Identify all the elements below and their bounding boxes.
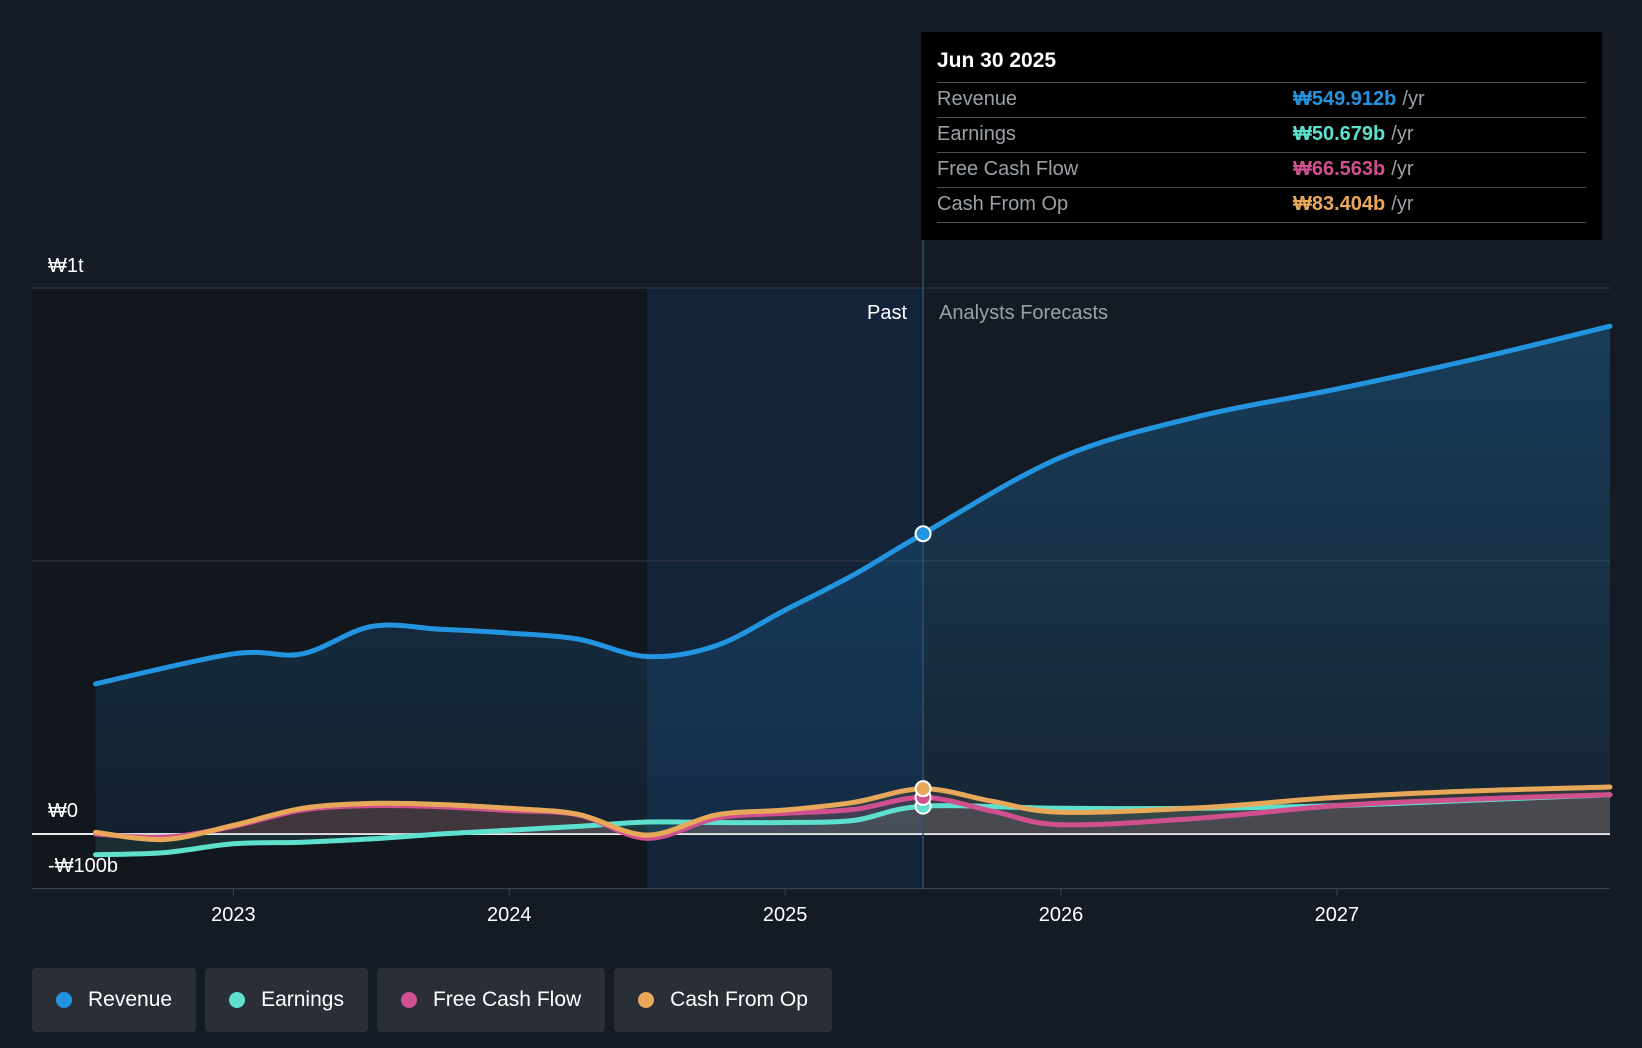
tooltip-row-label: Revenue [937,88,1018,110]
legend: Revenue Earnings Free Cash Flow Cash From O… [32,968,832,1032]
tooltip-row-label: Earnings [937,123,1016,145]
tooltip-row-label: Cash From Op [937,193,1069,215]
x-axis-tick-label: 2025 [763,904,808,926]
tooltip-row-unit: /yr [1391,158,1414,180]
x-axis-tick-label: 2027 [1315,904,1360,926]
series-line-cash-from-op [93,784,1613,843]
legend-item-label: Cash From Op [670,988,808,1011]
tooltip-row-unit: /yr [1402,88,1425,110]
tooltip-row-value: ₩50.679b [1293,123,1386,145]
tooltip-row-value: ₩549.912b [1293,88,1397,110]
tooltip-row-cash-from-op: Cash From Op ₩83.404b/yr [937,188,1586,223]
marker-revenue [914,525,932,543]
tooltip-row-free-cash-flow: Free Cash Flow ₩66.563b/yr [937,153,1586,188]
tooltip-row-earnings: Earnings ₩50.679b/yr [937,118,1586,153]
legend-item-label: Revenue [88,988,173,1011]
legend-item-earnings[interactable]: Earnings [205,968,368,1032]
x-axis-tick-label: 2026 [1039,904,1084,926]
tooltip-row-unit: /yr [1391,123,1414,145]
legend-item-label: Earnings [261,988,344,1011]
tooltip-date: Jun 30 2025 [937,46,1586,83]
y-axis-label: -₩100b [48,855,118,877]
y-axis-label: ₩0 [48,800,78,822]
legend-item-cash-from-op[interactable]: Cash From Op [614,968,832,1032]
legend-dot-icon [229,992,246,1008]
x-axis-tick-label: 2023 [211,904,256,926]
marker-cash-from-op [914,780,932,798]
tooltip-row-label: Free Cash Flow [937,158,1079,180]
series-area-cash-from-op [95,787,1610,840]
tooltip: Jun 30 2025 Revenue ₩549.912b/yr Earnings ₩… [921,32,1602,240]
legend-dot-icon [56,992,72,1008]
tooltip-row-revenue: Revenue ₩549.912b/yr [937,83,1586,118]
legend-item-revenue[interactable]: Revenue [32,968,197,1032]
tooltip-row-value: ₩66.563b [1293,158,1386,180]
legend-item-free-cash-flow[interactable]: Free Cash Flow [376,968,606,1032]
series-line-earnings [93,792,1613,858]
x-axis-tick-label: 2024 [487,904,532,926]
legend-dot-icon [638,992,655,1008]
legend-dot-icon [400,992,417,1008]
past-label: Past [867,302,907,324]
tooltip-row-unit: /yr [1391,193,1414,215]
series-line-revenue [93,323,1613,687]
forecast-label: Analysts Forecasts [939,302,1108,324]
tooltip-row-value: ₩83.404b [1293,193,1386,215]
legend-item-label: Free Cash Flow [432,988,582,1011]
series-area-free-cash-flow [95,794,1610,839]
series-area-revenue [95,326,1610,834]
y-axis-label: ₩1t [48,255,84,277]
